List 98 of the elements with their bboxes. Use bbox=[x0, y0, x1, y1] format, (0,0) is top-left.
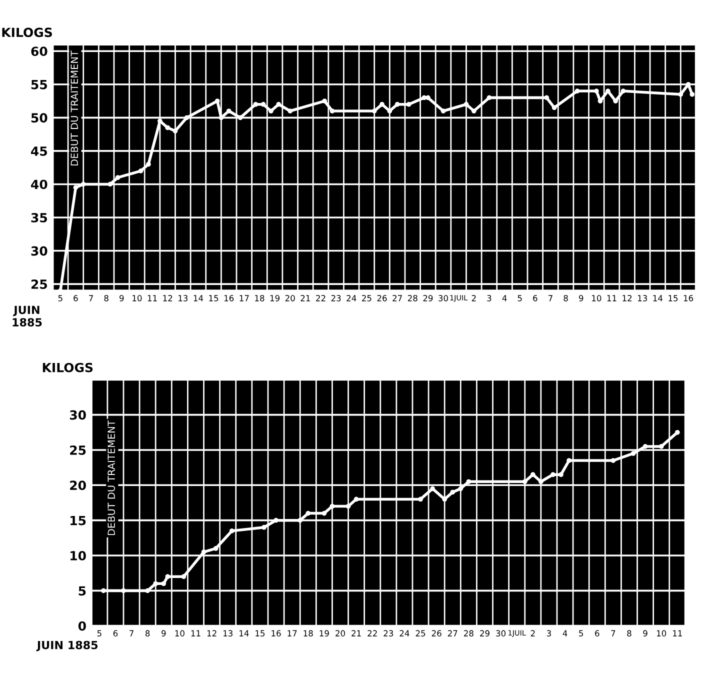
annotation: DEBUT DU TRAITEMENT bbox=[70, 50, 78, 166]
x-tick-label: 18 bbox=[304, 630, 313, 636]
x-tick-label: 24 bbox=[346, 295, 356, 302]
x-tick-label: 19 bbox=[320, 630, 329, 636]
x-tick-label: 24 bbox=[400, 630, 410, 636]
x-tick-label: 19 bbox=[270, 295, 280, 302]
x-tick-label: 14 bbox=[653, 295, 663, 302]
x-tick-label: 27 bbox=[448, 630, 458, 636]
x-tick-label: 16 bbox=[684, 295, 694, 302]
y-tick-label: 20 bbox=[70, 480, 86, 490]
y-tick-label: 55 bbox=[31, 80, 47, 90]
x-tick-label: 8 bbox=[564, 295, 568, 302]
x-tick-label: 10 bbox=[175, 630, 184, 636]
x-tick-label: 16 bbox=[272, 630, 281, 636]
y-tick-label: 5 bbox=[78, 586, 86, 596]
x-tick-label: 26 bbox=[377, 295, 387, 302]
x-tick-label: 9 bbox=[162, 630, 166, 636]
x-tick-label: 13 bbox=[638, 295, 647, 302]
y-tick-label: 40 bbox=[31, 180, 48, 190]
x-tick-label: 12 bbox=[622, 295, 632, 302]
x-tick-label: 28 bbox=[464, 630, 474, 636]
x-tick-label: 17 bbox=[288, 630, 297, 636]
x-tick-label: 20 bbox=[285, 295, 295, 302]
x-tick-label: 5 bbox=[97, 630, 102, 636]
x-tick-label: 3 bbox=[546, 630, 551, 636]
x-tick-label: 29 bbox=[480, 630, 490, 636]
x-tick-label: 14 bbox=[194, 295, 204, 302]
x-tick-label: 9 bbox=[643, 630, 648, 636]
x-tick-label: 7 bbox=[611, 630, 616, 636]
x-tick-label: 30 bbox=[496, 630, 506, 636]
x-tick-label: 15 bbox=[209, 295, 218, 302]
x-tick-label: 13 bbox=[178, 295, 188, 302]
x-tick-label: 20 bbox=[336, 630, 345, 636]
x-tick-label: 5 bbox=[579, 630, 583, 636]
x-tick-label: 17 bbox=[240, 295, 249, 302]
x-tick-label: 7 bbox=[89, 295, 93, 302]
x-tick-label: 6 bbox=[74, 295, 78, 302]
x-tick-label: 10 bbox=[132, 295, 142, 302]
x-tick-label: 6 bbox=[595, 630, 600, 636]
x-tick-label: 18 bbox=[255, 295, 264, 302]
x-tick-label: 2 bbox=[472, 295, 476, 302]
y-tick-label: 35 bbox=[31, 212, 47, 222]
x-tick-label: 12 bbox=[207, 630, 216, 636]
x-tick-label: 13 bbox=[223, 630, 232, 636]
x-tick-label: 30 bbox=[438, 295, 448, 302]
x-tick-label: 10 bbox=[656, 630, 666, 636]
x-axis-title: JUIN 1885 bbox=[12, 306, 42, 327]
x-tick-label: 10 bbox=[592, 295, 602, 302]
x-tick-label: 4 bbox=[502, 295, 507, 302]
y-tick-label: 45 bbox=[31, 146, 47, 156]
x-tick-label: 25 bbox=[416, 630, 426, 636]
x-tick-label: 7 bbox=[130, 630, 134, 636]
x-tick-label: 9 bbox=[120, 295, 124, 302]
y-tick-label: 25 bbox=[70, 445, 86, 455]
x-tick-label: 8 bbox=[145, 630, 150, 636]
x-tick-label: 27 bbox=[392, 295, 402, 302]
x-tick-label: 11 bbox=[191, 630, 200, 636]
x-tick-label: 26 bbox=[432, 630, 442, 636]
x-tick-label: 5 bbox=[58, 295, 62, 302]
x-tick-label: 21 bbox=[300, 295, 310, 302]
x-tick-label: 15 bbox=[668, 295, 678, 302]
x-tick-label: 22 bbox=[316, 295, 326, 302]
x-tick-label: 9 bbox=[578, 295, 584, 302]
x-tick-label: 3 bbox=[487, 295, 492, 302]
x-tick-label: 22 bbox=[368, 630, 377, 636]
x-tick-label: 12 bbox=[163, 295, 172, 302]
x-tick-label: 7 bbox=[548, 295, 552, 302]
x-tick-label: 8 bbox=[627, 630, 632, 636]
y-tick-label: 60 bbox=[31, 46, 48, 56]
y-tick-label: 15 bbox=[70, 516, 86, 526]
x-tick-label: 16 bbox=[224, 295, 234, 302]
x-tick-label: 21 bbox=[352, 630, 361, 636]
x-tick-label: 23 bbox=[384, 630, 394, 636]
y-axis-title: KILOGS bbox=[42, 362, 93, 372]
x-tick-label: 29 bbox=[423, 295, 433, 302]
y-tick-label: 30 bbox=[31, 246, 48, 256]
y-tick-label: 10 bbox=[70, 550, 86, 560]
y-tick-label: 30 bbox=[70, 410, 86, 420]
x-axis-title: JUIN 1885 bbox=[36, 640, 98, 652]
x-tick-label: 11 bbox=[607, 295, 616, 302]
x-tick-label: 23 bbox=[331, 295, 341, 302]
x-tick-label: 11 bbox=[673, 630, 682, 636]
x-tick-label: 25 bbox=[362, 295, 372, 302]
x-tick-label: 11 bbox=[148, 295, 157, 302]
x-tick-label: 8 bbox=[104, 295, 108, 302]
x-tick-label: 4 bbox=[562, 630, 568, 636]
x-tick-label: 14 bbox=[240, 630, 249, 636]
y-tick-label: 25 bbox=[31, 280, 47, 289]
x-tick-label: 15 bbox=[256, 630, 265, 636]
x-tick-label: 6 bbox=[113, 630, 118, 636]
y-axis-title: KILOGS bbox=[2, 28, 52, 38]
y-tick-label: 50 bbox=[31, 113, 48, 123]
y-tick-label: 0 bbox=[78, 621, 86, 631]
x-tick-label: 28 bbox=[408, 295, 418, 302]
x-tick-label: 6 bbox=[533, 295, 538, 302]
x-tick-label: 2 bbox=[530, 630, 535, 636]
annotation: DEBUT DU TRAITEMENT bbox=[108, 420, 115, 536]
x-tick-label: 5 bbox=[518, 295, 522, 302]
